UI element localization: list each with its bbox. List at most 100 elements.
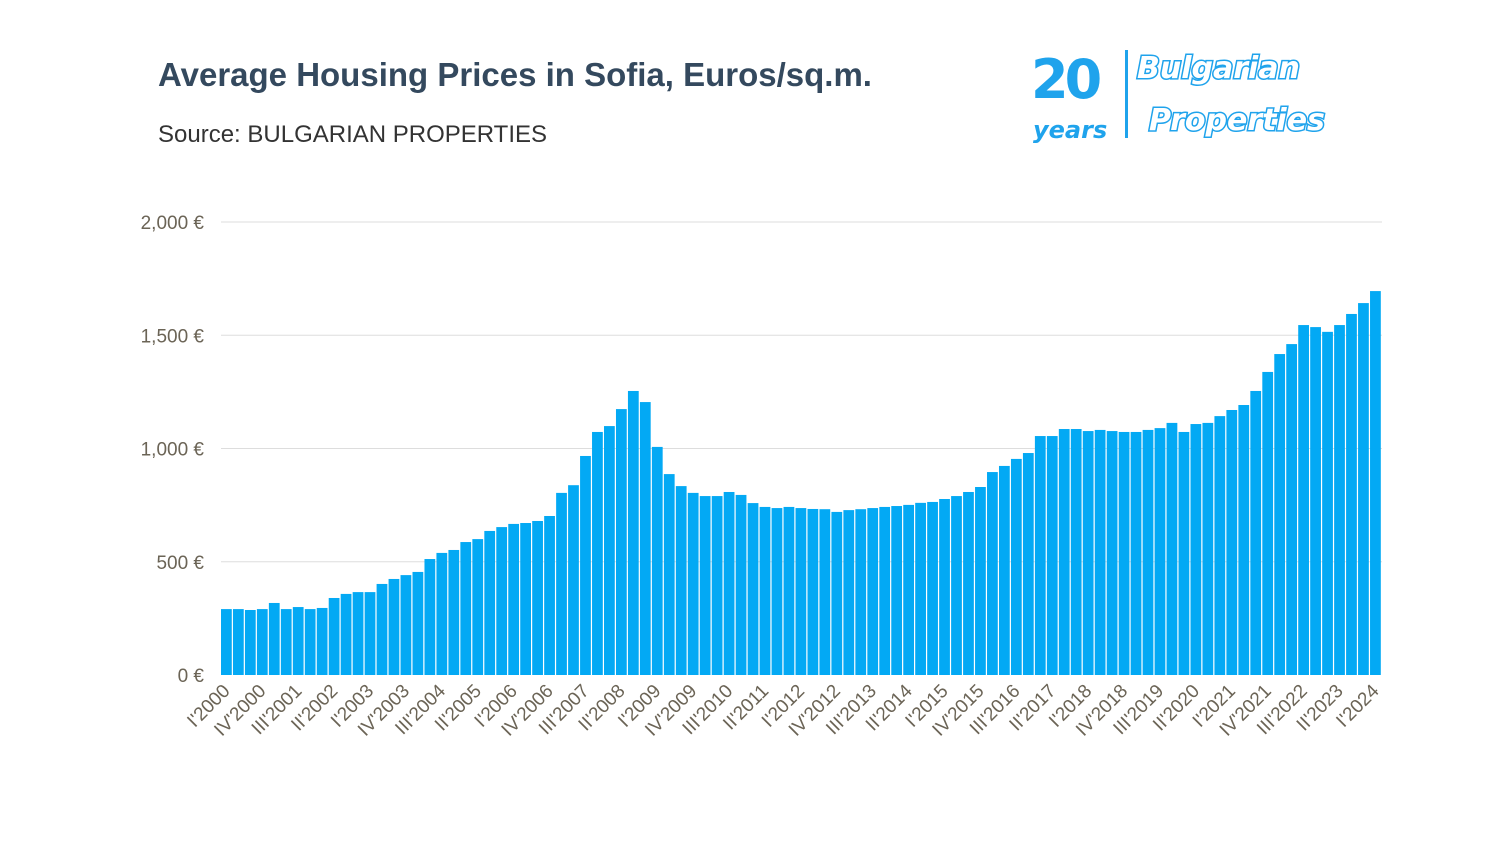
bar-IV'2012 — [831, 511, 843, 675]
bar-II'2015 — [951, 496, 962, 675]
chart-subtitle: Source: BULGARIAN PROPERTIES — [158, 121, 548, 148]
bar-II'2023 — [1334, 325, 1345, 675]
bar-IV'2013 — [879, 506, 891, 675]
y-tick-label: 2,000 € — [141, 213, 205, 234]
bar-IV'2003 — [400, 575, 412, 675]
bar-IV'2018 — [1118, 431, 1130, 675]
bar-III'2018 — [1106, 431, 1118, 675]
bar-II'2000 — [232, 609, 244, 675]
bar-I'2014 — [891, 506, 903, 675]
bar-I'2018 — [1082, 431, 1094, 675]
bar-IV'2015 — [975, 487, 986, 675]
bar-III'2019 — [1154, 428, 1166, 675]
bar-III'2003 — [388, 578, 400, 675]
bar-II'2012 — [807, 508, 819, 675]
bar-IV'2020 — [1214, 416, 1226, 675]
bar-III'2011 — [771, 508, 783, 675]
bar-III'2020 — [1202, 422, 1214, 675]
bar-II'2007 — [568, 485, 579, 675]
bar-III'2007 — [580, 455, 591, 675]
bar-I'2007 — [556, 492, 567, 675]
bar-III'2022 — [1298, 325, 1309, 675]
bar-I'2019 — [1130, 431, 1142, 675]
bar-I'2024 — [1370, 291, 1381, 675]
bar-IV'2022 — [1310, 327, 1321, 675]
chart-title: Average Housing Prices in Sofia, Euros/s… — [158, 56, 872, 93]
bar-IV'2009 — [687, 492, 699, 675]
bar-II'2004 — [424, 559, 436, 675]
y-tick-label: 1,000 € — [141, 440, 205, 461]
bar-III'2004 — [436, 552, 448, 675]
bar-II'2002 — [328, 597, 340, 675]
bar-III'2001 — [292, 607, 304, 675]
bar-IV'2002 — [352, 592, 364, 675]
bar-I'2006 — [508, 523, 520, 675]
bar-II'2018 — [1094, 429, 1106, 675]
bulgarian-properties-logo: 20 years Bulgarian Properties — [1031, 48, 1326, 144]
bar-II'2020 — [1190, 424, 1202, 675]
bar-I'2004 — [412, 571, 424, 675]
bar-IV'2007 — [592, 431, 603, 675]
bar-IV'2011 — [783, 506, 795, 675]
bar-IV'2010 — [735, 494, 747, 675]
logo-brand-line2: Properties — [1149, 103, 1325, 138]
bar-I'2000 — [221, 609, 232, 675]
bar-I'2016 — [987, 472, 998, 675]
bar-II'2008 — [615, 409, 627, 675]
y-tick-label: 1,500 € — [141, 326, 205, 347]
bar-IV'2023 — [1358, 303, 1369, 675]
bar-I'2017 — [1034, 436, 1046, 675]
bar-I'2021 — [1226, 409, 1238, 675]
bar-II'2021 — [1238, 405, 1250, 675]
bar-III'2013 — [867, 508, 879, 675]
bar-II'2003 — [376, 583, 388, 675]
bar-II'2014 — [903, 504, 915, 675]
bar-I'2020 — [1178, 431, 1190, 675]
logo-brand-line1: Bulgarian — [1137, 51, 1300, 86]
bar-II'2013 — [855, 509, 867, 675]
bar-II'2009 — [663, 474, 675, 675]
bar-III'2017 — [1058, 429, 1070, 675]
bar-I'2013 — [843, 510, 855, 675]
bar-IV'2006 — [544, 515, 555, 675]
bar-III'2012 — [819, 509, 831, 675]
bar-I'2012 — [795, 508, 807, 675]
bar-IV'2004 — [448, 549, 460, 675]
bar-II'2016 — [998, 465, 1010, 675]
bar-III'2015 — [963, 491, 974, 675]
bar-I'2010 — [699, 496, 711, 675]
bar-I'2011 — [747, 503, 759, 675]
bar-II'2019 — [1142, 429, 1154, 675]
bar-IV'2008 — [639, 402, 651, 675]
bar-II'2005 — [472, 539, 484, 675]
y-axis-labels: 0 € 500 € 1,000 € 1,500 € 2,000 € — [141, 213, 205, 687]
bar-I'2003 — [364, 592, 376, 675]
bar-III'2006 — [532, 520, 543, 675]
bar-III'2008 — [627, 390, 639, 675]
bar-IV'2021 — [1262, 371, 1274, 675]
bar-II'2017 — [1046, 436, 1058, 675]
bar-III'2000 — [244, 609, 256, 675]
bar-IV'2005 — [496, 527, 508, 675]
bar-II'2011 — [759, 506, 771, 675]
bar-II'2022 — [1286, 344, 1298, 675]
bar-IV'2017 — [1070, 429, 1082, 675]
bar-IV'2001 — [304, 609, 316, 675]
bar-I'2005 — [460, 542, 472, 675]
bar-III'2002 — [340, 593, 352, 675]
bars — [221, 291, 1381, 675]
y-tick-label: 0 € — [178, 666, 205, 687]
bar-III'2021 — [1250, 390, 1262, 675]
bar-III'2016 — [1010, 458, 1022, 675]
bar-I'2002 — [316, 607, 328, 675]
bar-III'2009 — [675, 486, 687, 675]
bar-IV'2019 — [1166, 422, 1178, 675]
bar-I'2008 — [604, 426, 615, 675]
bar-IV'2014 — [927, 501, 938, 675]
x-axis-labels: I'2000IV'2000III'2001II'2002I'2003IV'200… — [183, 680, 1383, 740]
x-tick-label: I'2024 — [1333, 680, 1384, 731]
bar-IV'2000 — [256, 609, 268, 675]
logo-divider — [1125, 50, 1128, 138]
bar-I'2022 — [1274, 354, 1286, 675]
